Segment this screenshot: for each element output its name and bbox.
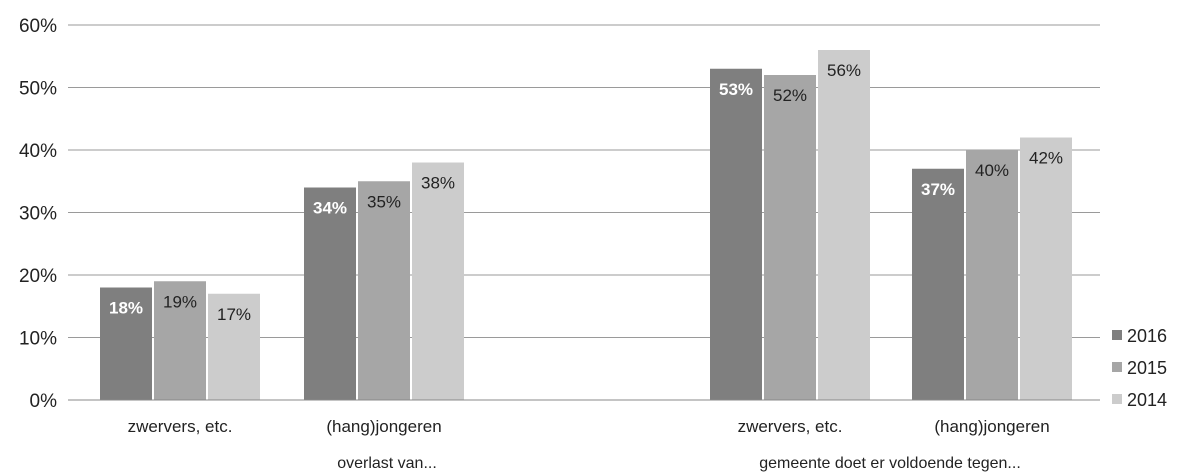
data-label: 40% <box>975 161 1009 180</box>
category-label: (hang)jongeren <box>934 417 1049 436</box>
data-label: 53% <box>719 80 753 99</box>
bar-2016 <box>304 187 356 400</box>
category-label: (hang)jongeren <box>326 417 441 436</box>
y-axis-tick-labels: 0% 10% 20% 30% 40% 50% 60% <box>19 16 57 412</box>
data-label: 56% <box>827 61 861 80</box>
data-label: 18% <box>109 299 143 318</box>
legend: 2016 2015 2014 <box>1112 326 1167 410</box>
data-label: 34% <box>313 199 347 218</box>
data-label: 42% <box>1029 149 1063 168</box>
bar-2016 <box>100 287 152 400</box>
data-label: 19% <box>163 292 197 311</box>
bars <box>100 50 1072 400</box>
legend-swatch-2016 <box>1112 330 1122 340</box>
y-tick-label: 50% <box>19 79 57 100</box>
y-tick-label: 30% <box>19 204 57 225</box>
bar-2015 <box>966 150 1018 400</box>
bar-2014 <box>208 293 260 400</box>
category-labels: zwervers, etc. (hang)jongeren zwervers, et… <box>128 417 1050 436</box>
data-label: 38% <box>421 174 455 193</box>
data-label: 52% <box>773 86 807 105</box>
legend-swatch-2015 <box>1112 362 1122 372</box>
bar-2016 <box>912 168 964 400</box>
group-label: overlast van... <box>337 455 437 472</box>
data-label: 17% <box>217 305 251 324</box>
legend-label-2015: 2015 <box>1127 358 1167 378</box>
bar-2015 <box>764 75 816 400</box>
bar-2015 <box>358 181 410 400</box>
bar-2016 <box>710 68 762 400</box>
legend-label-2016: 2016 <box>1127 326 1167 346</box>
bar-2015 <box>154 281 206 400</box>
data-labels: 18% 34% 53% 37% 19% 35% 52% 40% 17% 38% 56% 42% <box>109 61 1063 324</box>
y-tick-label: 10% <box>19 329 57 350</box>
legend-label-2014: 2014 <box>1127 390 1167 410</box>
group-labels: overlast van... gemeente doet er voldoend… <box>337 455 1021 472</box>
bar-2014 <box>412 162 464 400</box>
bar-2014 <box>818 50 870 400</box>
data-label: 35% <box>367 192 401 211</box>
y-tick-label: 60% <box>19 16 57 37</box>
bar-2014 <box>1020 137 1072 400</box>
y-tick-label: 20% <box>19 266 57 287</box>
y-tick-label: 40% <box>19 141 57 162</box>
category-label: zwervers, etc. <box>128 417 233 436</box>
group-label: gemeente doet er voldoende tegen... <box>759 455 1021 472</box>
category-label: zwervers, etc. <box>738 417 843 436</box>
legend-swatch-2014 <box>1112 394 1122 404</box>
y-tick-label: 0% <box>30 391 58 412</box>
data-label: 37% <box>921 180 955 199</box>
